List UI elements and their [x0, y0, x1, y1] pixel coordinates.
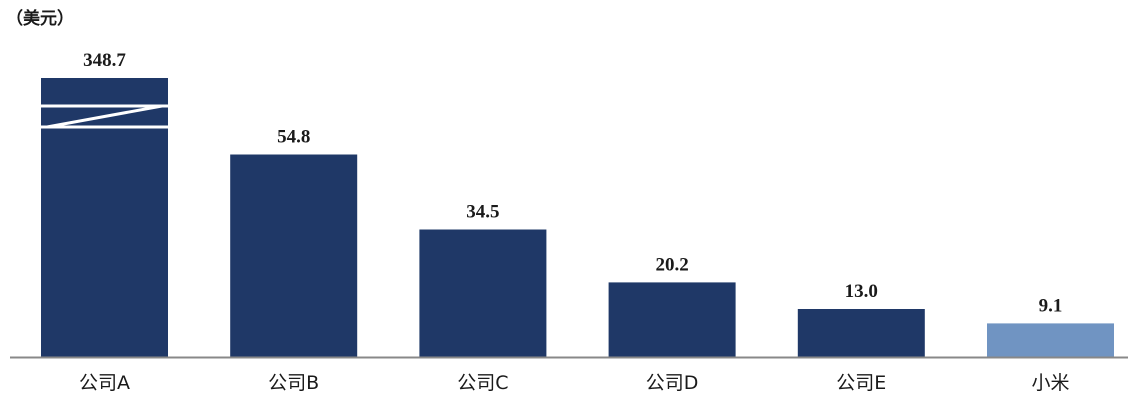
category-label-2: 公司B: [268, 372, 319, 394]
value-label-4: 20.2: [655, 254, 688, 275]
value-label-2: 54.8: [277, 127, 310, 148]
value-label-5: 13.0: [845, 281, 878, 302]
value-label-6: 9.1: [1039, 295, 1063, 316]
bars-layer: [41, 78, 1114, 357]
unit-label: （美元）: [6, 8, 74, 29]
bar-5: [797, 309, 925, 357]
bar-3: [419, 229, 547, 357]
axis-break-layer: [41, 104, 168, 129]
category-label-1: 公司A: [79, 372, 130, 394]
category-label-3: 公司C: [457, 372, 508, 394]
category-label-6: 小米: [1031, 372, 1069, 394]
bar-1: [41, 78, 168, 357]
category-labels-layer: 公司A 公司B 公司C 公司D 公司E 小米: [79, 372, 1070, 394]
value-labels-layer: 348.7 54.8 34.5 20.2 13.0 9.1: [83, 50, 1062, 316]
value-label-1: 348.7: [83, 50, 126, 71]
category-label-4: 公司D: [646, 372, 699, 394]
axis-break-line-diagonal: [46, 104, 163, 129]
bar-6: [987, 323, 1114, 357]
bar-4: [608, 282, 736, 357]
bar-2: [230, 154, 358, 357]
value-label-3: 34.5: [466, 202, 499, 223]
category-label-5: 公司E: [836, 372, 886, 394]
